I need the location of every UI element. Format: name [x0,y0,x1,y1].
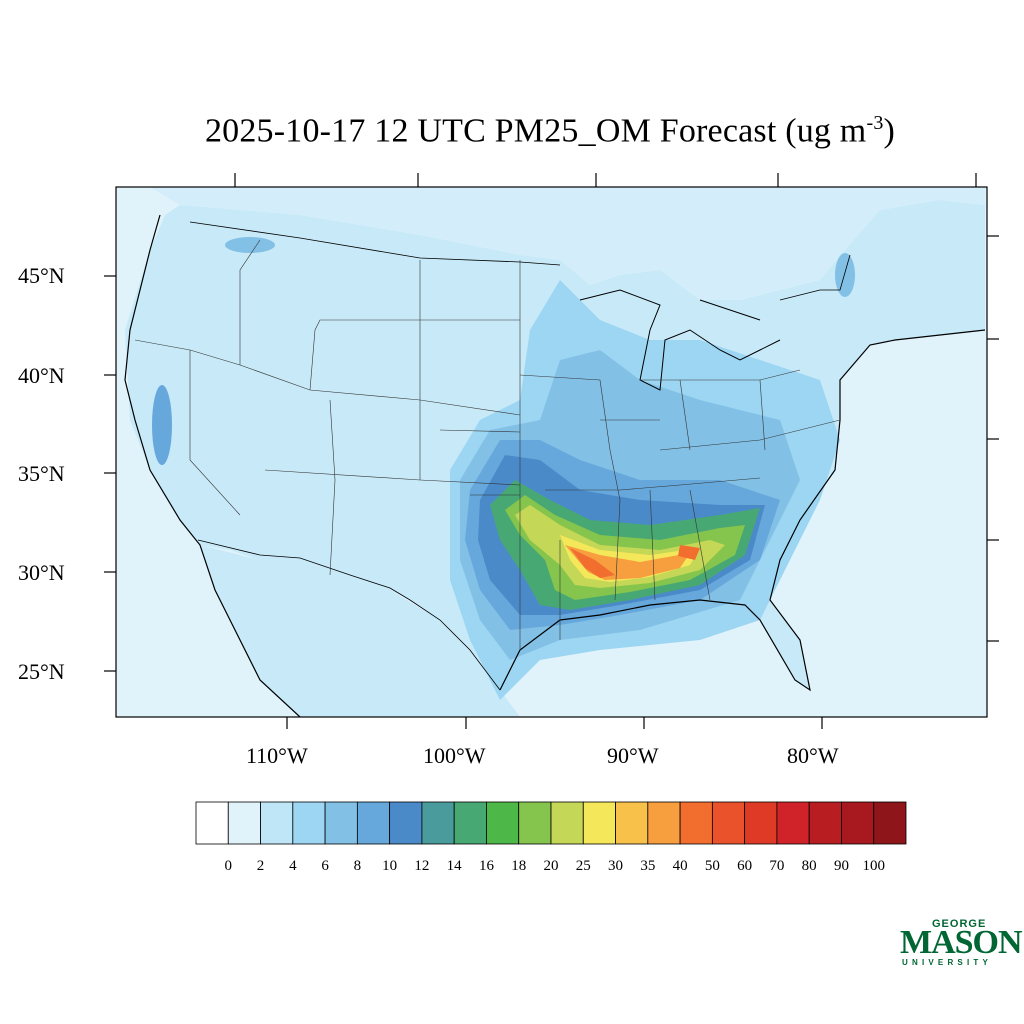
colorbar-tick-label: 35 [640,858,655,874]
colorbar-swatch [421,801,455,845]
colorbar-swatch [711,801,746,845]
colorbar-tick-label: 40 [673,858,688,874]
pm-band-40-50 [570,545,700,578]
pm-pocket-california [152,385,172,465]
colorbar-tick-label: 60 [737,858,752,874]
lat-label-35: 35°N [18,461,65,486]
axis-ticks [104,173,999,729]
colorbar-tick-label: 2 [257,858,265,874]
logo-university: UNIVERSITY [902,958,993,967]
colorbar-tick-label: 25 [576,858,591,874]
lon-labels: 110°W 100°W 90°W 80°W [246,743,839,768]
colorbar-swatch [195,801,229,845]
colorbar-swatch [356,801,391,845]
lon-label-100: 100°W [423,743,486,768]
us-canada-border [189,221,851,301]
colorbar-swatch [292,801,326,845]
colorbar-swatch [647,801,681,845]
colorbar-tick-label: 100 [862,858,885,874]
map-frame [115,186,988,718]
lat-label-25: 25°N [18,659,65,684]
colorbar-tick-label: 14 [447,858,463,874]
canada-landmass [150,187,985,300]
colorbar-tick-label: 30 [608,858,623,874]
colorbar-swatch [486,801,520,845]
coastline [124,214,986,717]
colorbar-tick-label: 10 [382,858,397,874]
colorbar-tick-label: 0 [225,858,233,874]
lat-label-40: 40°N [18,363,65,388]
lon-label-80: 80°W [787,743,839,768]
colorbar-tick-label: 16 [479,858,495,874]
colorbar-tick-label: 12 [414,858,429,874]
colorbar-swatch [389,801,423,845]
colorbar-swatch [744,801,778,845]
colorbar-swatch [679,801,713,845]
colorbar-tick-label: 70 [769,858,784,874]
colorbar-swatch [615,801,649,845]
map-plot-area [116,187,987,717]
colorbar-swatch [518,801,552,845]
colorbar-swatch [550,801,584,845]
map-title: 2025-10-17 12 UTC PM25_OM Forecast (ug m… [0,112,1024,150]
colorbar-tick-label: 50 [705,858,720,874]
us-mexico-border [197,539,501,691]
colorbar-tick-label: 80 [802,858,817,874]
colorbar-tick-label: 18 [511,858,526,874]
colorbar-swatch [582,801,616,845]
mexico-landmass [200,545,520,717]
colorbar-swatch [776,801,810,845]
logo-george: GEORGE [932,918,987,930]
colorbar [195,801,907,845]
colorbar-swatch [808,801,842,845]
state-boundaries [134,239,841,650]
colorbar-swatch [841,801,875,845]
lat-label-45: 45°N [18,263,65,288]
colorbar-swatch [873,801,907,845]
great-lakes [579,289,781,391]
title-close: ) [883,112,896,150]
lon-label-90: 90°W [607,743,659,768]
title-superscript: -3 [866,112,884,134]
colorbar-tick-label: 8 [354,858,362,874]
lat-labels: 45°N 40°N 35°N 30°N 25°N [18,263,65,684]
colorbar-labels: 0 2 4 6 8 10 12 14 16 18 20 25 30 35 40 50 60 70 80 90 100 [225,858,885,874]
pm-pocket-pnw [225,237,275,253]
colorbar-swatch [324,801,358,845]
colorbar-tick-label: 4 [289,858,297,874]
colorbar-swatch [227,801,261,845]
lon-label-110: 110°W [246,743,308,768]
colorbar-tick-label: 90 [834,858,849,874]
logo-mason: MASON [900,924,1023,961]
gmu-logo: GEORGE MASON UNIVERSITY [898,900,1023,970]
colorbar-swatch [260,801,294,845]
colorbar-swatch [453,801,487,845]
colorbar-tick-label: 20 [544,858,559,874]
lat-label-30: 30°N [18,560,65,585]
pm-pocket-northeast [835,253,855,297]
title-text: 2025-10-17 12 UTC PM25_OM Forecast (ug m [204,112,867,150]
colorbar-tick-label: 6 [321,858,329,874]
